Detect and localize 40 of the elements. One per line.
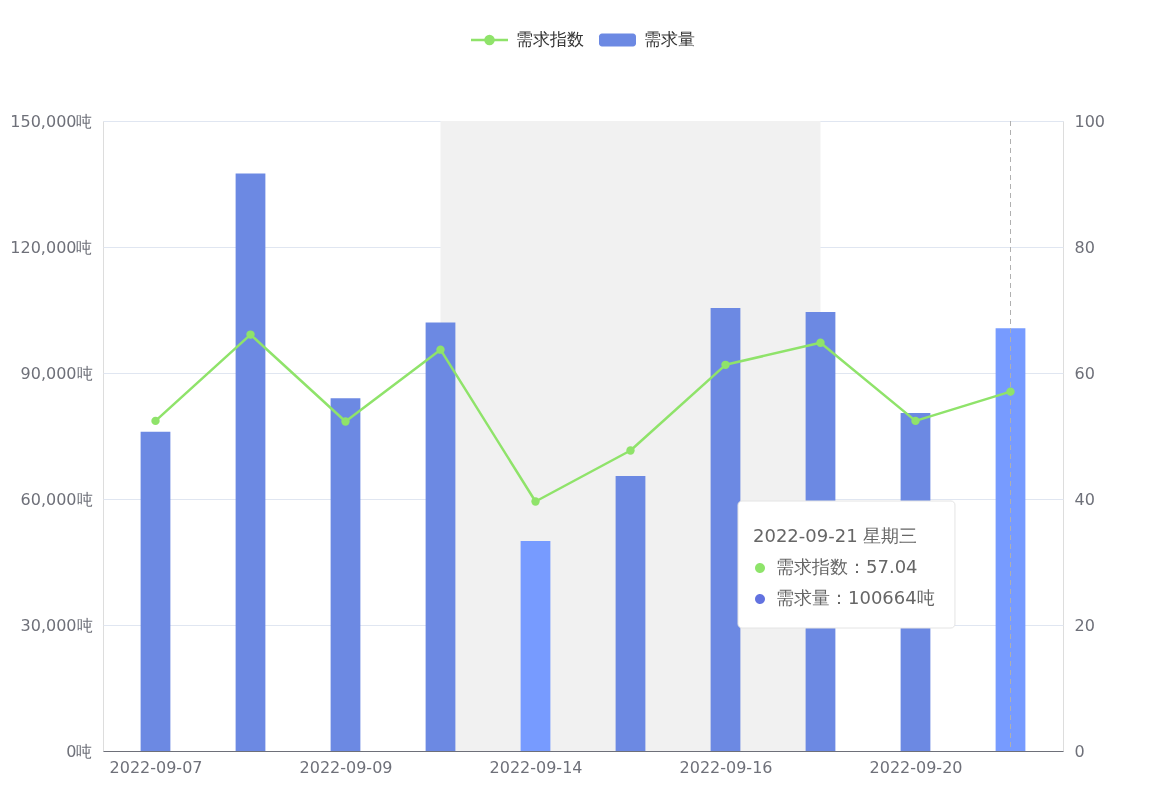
bar [330, 398, 361, 751]
bar [425, 322, 456, 751]
bar [140, 431, 171, 751]
y-tick-label: 0吨 [66, 741, 93, 761]
y2-tick-label: 100 [1074, 111, 1106, 131]
point [341, 417, 350, 426]
y-tick-label: 90,000吨 [20, 363, 93, 383]
point [151, 416, 160, 426]
y-tick-label: 150,000吨 [10, 111, 93, 131]
bar [710, 307, 741, 751]
y2-tick-label: 20 [1074, 615, 1095, 635]
point [721, 360, 730, 369]
point [531, 497, 540, 506]
legend-label: 需求指数 [516, 29, 584, 49]
y-tick-label: 60,000吨 [20, 489, 93, 509]
annotation: 需求量：100664吨 [776, 587, 935, 608]
annotation: 2022-09-21 星期三 [753, 525, 918, 546]
x-tick-label: 2022-09-16 [679, 757, 773, 777]
y2-tick-label: 40 [1074, 489, 1095, 509]
point [1006, 387, 1015, 396]
point [436, 345, 445, 354]
bar [615, 475, 646, 751]
point [246, 330, 255, 339]
legend-label: 需求量 [644, 29, 695, 49]
x-tick-label: 2022-09-20 [869, 757, 963, 777]
point [911, 416, 920, 426]
y2-tick-label: 0 [1074, 741, 1085, 761]
bar [520, 541, 551, 751]
bar [995, 328, 1026, 751]
y2-tick-label: 80 [1074, 237, 1095, 257]
x-tick-label: 2022-09-14 [489, 757, 583, 777]
x-tick-label: 2022-09-09 [299, 757, 393, 777]
y-tick-label: 120,000吨 [10, 237, 93, 257]
y2-tick-label: 60 [1074, 363, 1095, 383]
bar [235, 173, 266, 751]
y-tick-label: 30,000吨 [20, 615, 93, 635]
point [816, 338, 825, 347]
annotation: 需求指数：57.04 [776, 556, 918, 577]
point [626, 446, 635, 455]
x-tick-label: 2022-09-07 [109, 757, 203, 777]
